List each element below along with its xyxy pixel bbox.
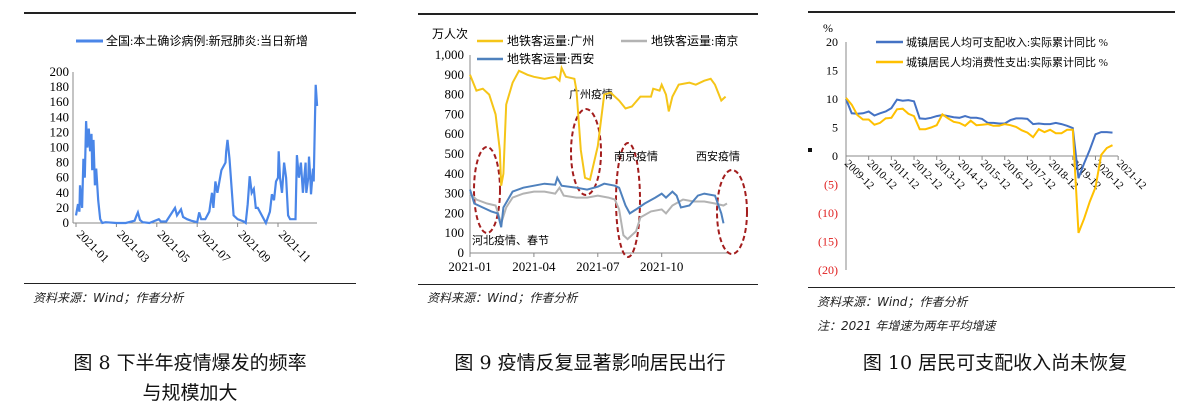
chart1-legend-label: 全国:本土确诊病例:新冠肺炎:当日新增 [106, 33, 308, 48]
chart2-annotation: 河北疫情、春节 [472, 233, 549, 247]
chart1-y-tick: 100 [50, 140, 70, 155]
chart3-series-line [845, 98, 1113, 179]
figure-10-source: 资料来源：Wind；作者分析 [817, 295, 968, 309]
chart2-annotation: 西安疫情 [696, 149, 740, 163]
chart1-y-tick: 180 [50, 79, 70, 94]
chart3-y-tick: (15) [818, 235, 838, 249]
chart2-y-tick: 400 [445, 166, 465, 181]
chart2-y-tick: 0 [458, 245, 465, 260]
chart2-legend-label: 地铁客运量:南京 [651, 33, 738, 48]
chart3-y-unit: % [823, 21, 833, 35]
chart3-y-tick: 20 [826, 35, 838, 49]
chart3-y-tick: 10 [826, 92, 838, 106]
chart2-y-tick: 100 [445, 225, 465, 240]
figure-10-top-rule [808, 11, 1175, 13]
chart3-y-tick: (20) [818, 263, 838, 277]
chart1-y-tick: 160 [50, 94, 70, 109]
chart1-y-tick: 60 [56, 170, 69, 185]
chart1-x-tick: 2021-11 [276, 227, 314, 265]
chart2-annotation: 广州疫情 [569, 87, 613, 101]
chart1-series-line [74, 84, 319, 226]
chart2-y-tick: 300 [445, 186, 465, 201]
figure-9-source: 资料来源：Wind；作者分析 [427, 291, 578, 305]
annotation-ellipse [716, 169, 748, 255]
chart1-x-tick: 2021-01 [74, 227, 112, 265]
chart2-legend-label: 地铁客运量:西安 [507, 51, 594, 66]
chart3-legend-label: 城镇居民人均可支配收入:实际累计同比 % [906, 35, 1108, 49]
chart2-series-line [469, 175, 725, 228]
chart2-annotation: 南京疫情 [614, 149, 658, 163]
chart3-y-tick: 5 [832, 121, 838, 135]
chart2-series-line [469, 64, 727, 186]
chart1-y-tick: 40 [56, 185, 69, 200]
figure-9-top-rule [418, 13, 758, 15]
chart3-y-tick: 0 [832, 149, 838, 163]
figure-8-source: 资料来源：Wind；作者分析 [33, 291, 184, 305]
chart1-y-tick: 120 [50, 124, 70, 139]
chart2-y-tick: 200 [445, 205, 465, 220]
chart1-x-tick: 2021-03 [114, 227, 152, 265]
figure-8-caption-line1: 图 8 下半年疫情爆发的频率 [73, 352, 307, 374]
chart1-y-tick: 80 [56, 155, 69, 170]
chart3-y-tick: (10) [818, 206, 838, 220]
chart1-y-tick: 0 [63, 215, 70, 230]
figure-9-caption: 图 9 疫情反复显著影响居民出行 [454, 352, 726, 374]
figure-10-bottom-rule [808, 287, 1175, 288]
figure-10-caption: 图 10 居民可支配收入尚未恢复 [862, 352, 1128, 374]
stray-marker [808, 148, 812, 152]
chart1-x-tick: 2021-09 [235, 227, 273, 265]
chart2-series-line [469, 185, 728, 241]
chart2-y-tick: 600 [445, 126, 465, 141]
figure-8-caption: 图 8 下半年疫情爆发的频率 与规模加大 [20, 348, 360, 408]
chart2-y-tick: 700 [445, 106, 465, 121]
annotation-ellipse [570, 108, 602, 196]
chart2-y-tick: 500 [445, 146, 465, 161]
annotation-ellipse [473, 146, 501, 234]
chart2-x-tick: 2021-01 [448, 259, 491, 274]
chart1-y-tick: 200 [50, 64, 70, 79]
chart3-y-tick: 15 [826, 64, 838, 78]
figure-8-caption-line2: 与规模加大 [142, 382, 238, 404]
chart3-series-line [845, 97, 1113, 234]
figure-8-bottom-rule [24, 283, 356, 284]
chart2-x-tick: 2021-04 [512, 259, 556, 274]
chart2-y-tick: 1,000 [435, 47, 464, 62]
chart2-y-tick: 800 [445, 87, 465, 102]
chart2-y-tick: 900 [445, 67, 465, 82]
chart1-y-tick: 140 [50, 109, 70, 124]
figure-10-note: 注：2021 年增速为两年平均增速 [817, 319, 996, 333]
chart1-x-tick: 2021-07 [195, 227, 233, 265]
chart1-x-tick: 2021-05 [155, 227, 193, 265]
chart3-y-tick: (5) [824, 178, 838, 192]
chart2-x-tick: 2021-10 [640, 259, 683, 274]
chart1-y-tick: 20 [56, 200, 69, 215]
chart2-x-tick: 2021-07 [576, 259, 620, 274]
chart2-y-unit: 万人次 [432, 27, 468, 41]
figure-8-top-rule [24, 12, 356, 14]
figure-9-bottom-rule [418, 284, 758, 285]
chart3-legend-label: 城镇居民人均消费性支出:实际累计同比 % [906, 55, 1108, 69]
chart2-legend-label: 地铁客运量:广州 [507, 33, 594, 48]
